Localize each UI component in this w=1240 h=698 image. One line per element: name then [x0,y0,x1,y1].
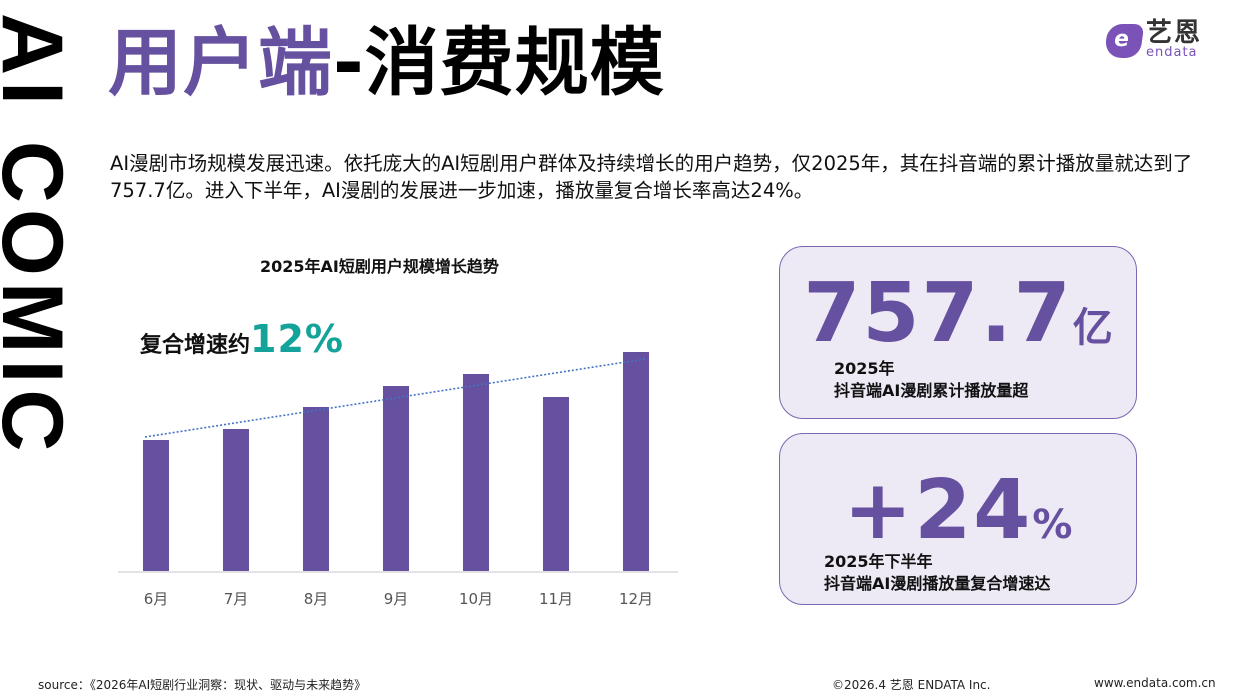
x-axis-label: 10月 [458,590,494,608]
x-axis-label: 9月 [383,590,409,608]
stat-description: 2025年下半年 抖音端AI漫剧播放量复合增速达 [824,552,1051,593]
footer-copyright: ©2026.4 艺恩 ENDATA Inc. [832,678,991,692]
stat-value: +24% [843,463,1073,558]
bar-10月 [463,374,489,571]
x-axis-label: 11月 [538,590,574,608]
bar-8月 [303,407,329,571]
page-title-part2: -消费规模 [333,20,665,106]
endata-logo-icon: e [1103,24,1145,58]
x-axis-label: 7月 [223,590,249,608]
x-axis-label: 8月 [303,590,329,608]
footer-source: source：《2026年AI短剧行业洞察：现状、驱动与未来趋势》 [38,678,367,692]
x-axis-labels: 6月 7月 8月 9月 10月 11月 12月 [118,588,678,608]
bar-7月 [223,429,249,571]
logo-cn-text: 艺恩 [1146,18,1203,48]
bar-chart-svg [118,352,678,573]
endata-logo: e 艺恩 endata [1103,18,1221,64]
page-title: 用户端-消费规模 [108,26,665,100]
side-banner-text: AI COMIC [0,13,72,458]
bar-6月 [143,440,169,571]
cagr-value: 12% [250,317,344,361]
x-axis-label: 12月 [618,590,654,608]
intro-paragraph: AI漫剧市场规模发展迅速。依托庞大的AI短剧用户群体及持续增长的用户趋势，仅20… [110,152,1193,202]
stat-description: 2025年 抖音端AI漫剧累计播放量超 [834,359,1029,400]
bar-11月 [543,397,569,571]
bar-12月 [623,352,649,571]
cagr-label: 复合增速约 [140,333,251,358]
bar-chart [118,330,678,575]
chart-title: 2025年AI短剧用户规模增长趋势 [260,257,499,276]
stat-card-views: 757.7亿 2025年 抖音端AI漫剧累计播放量超 [779,246,1137,419]
stat-value: 757.7亿 [803,266,1113,361]
trendline [144,358,646,438]
footer-website[interactable]: www.endata.com.cn [1094,676,1216,690]
cagr-annotation: 复合增速约12% [140,320,344,358]
bar-9月 [383,386,409,571]
logo-en-text: endata [1146,45,1198,60]
page-title-part1: 用户端 [108,20,333,106]
side-banner: AI COMIC [0,0,72,698]
x-axis-label: 6月 [143,590,169,608]
stat-card-growth: +24% 2025年下半年 抖音端AI漫剧播放量复合增速达 [779,433,1137,605]
